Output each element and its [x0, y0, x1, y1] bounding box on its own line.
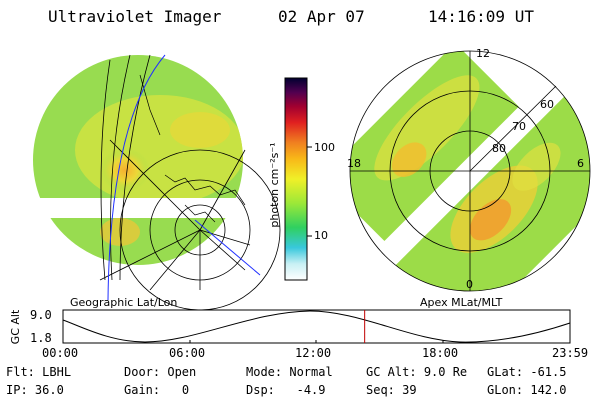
right-panel-caption: Apex MLat/MLT — [420, 296, 503, 309]
mlt-label-0: 0 — [466, 278, 473, 291]
altitude-ytick-high: 9.0 — [30, 308, 52, 322]
status-ip: IP: 36.0 — [6, 383, 64, 397]
status-glon: GLon: 142.0 — [487, 383, 567, 397]
status-gc-alt: GC Alt: 9.0 Re — [366, 365, 468, 379]
status-dsp: Dsp: -4.9 — [246, 383, 326, 397]
lat-label-60: 60 — [540, 98, 554, 111]
lat-label-70: 70 — [512, 120, 526, 133]
mlt-label-12: 12 — [476, 47, 490, 60]
status-seq: Seq: 39 — [366, 383, 417, 397]
altitude-xtick-3: 18:00 — [422, 346, 459, 360]
colorbar-tick-100: 100 — [314, 141, 335, 154]
colorbar — [284, 77, 312, 281]
geographic-panel — [30, 54, 281, 311]
status-gain: Gain: 0 — [124, 383, 190, 397]
altitude-xtick-2: 12:00 — [295, 346, 332, 360]
status-mode: Mode: Normal — [246, 365, 333, 379]
instrument-title: Ultraviolet Imager — [48, 7, 222, 26]
status-door: Door: Open — [124, 365, 197, 379]
altitude-xtick-1: 06:00 — [169, 346, 206, 360]
status-glat: GLat: -61.5 — [487, 365, 567, 379]
colorbar-unit-label: photon cm⁻²s⁻¹ — [268, 142, 281, 228]
lat-label-80: 80 — [492, 142, 506, 155]
altitude-xtick-4: 23:59 — [552, 346, 589, 360]
altitude-plot — [62, 309, 571, 344]
altitude-ytick-low: 1.8 — [30, 331, 52, 345]
mlt-label-18: 18 — [347, 157, 361, 170]
magnetic-panel — [349, 50, 591, 292]
altitude-xtick-0: 00:00 — [42, 346, 79, 360]
date-label: 02 Apr 07 — [278, 7, 365, 26]
left-panel-caption: Geographic Lat/Lon — [70, 296, 178, 309]
status-filter: Flt: LBHL — [6, 365, 72, 379]
time-label: 14:16:09 UT — [428, 7, 534, 26]
altitude-ylabel: GC Alt — [9, 309, 22, 345]
altitude-curve — [62, 310, 571, 343]
colorbar-tick-10: 10 — [314, 229, 328, 242]
mlt-label-6: 6 — [577, 157, 584, 170]
